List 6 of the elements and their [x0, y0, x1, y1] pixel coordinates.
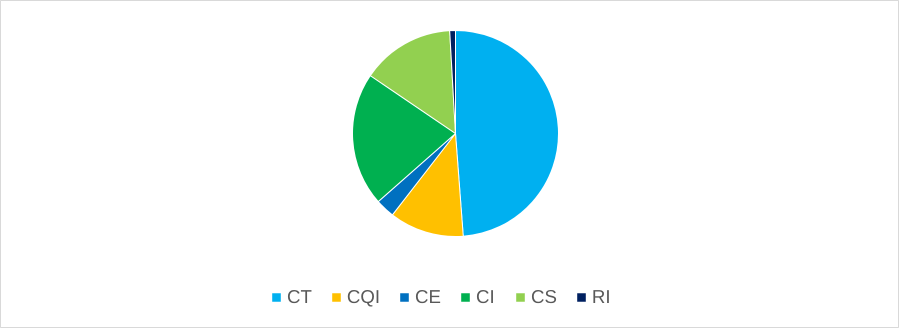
legend-label: CI — [476, 286, 496, 308]
legend-label: CT — [287, 286, 312, 308]
legend-label: RI — [592, 286, 612, 308]
legend-label: CQI — [346, 286, 380, 308]
legend-label: CS — [530, 286, 557, 308]
legend-label: CE — [415, 286, 441, 308]
